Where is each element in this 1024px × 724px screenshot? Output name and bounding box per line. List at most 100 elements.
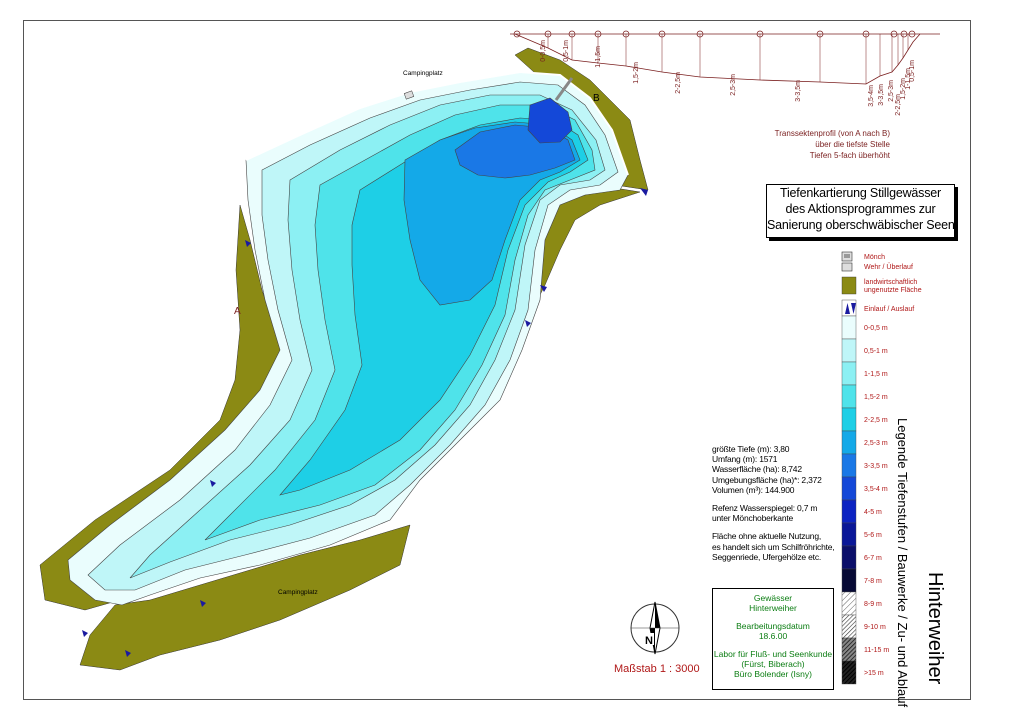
depth-swatch-label: 7-8 m	[864, 578, 882, 585]
transect-depth-label: 1-1,5m	[905, 68, 912, 90]
depth-swatch-label: 5-6 m	[864, 532, 882, 539]
depth-swatch	[841, 568, 857, 593]
transect-depth-label: 1-1,5m	[595, 46, 602, 68]
credits-line: 18.6.00	[758, 631, 788, 641]
transect-note-line: Tiefen 5-fach überhöht	[809, 151, 890, 160]
weir-icon	[554, 77, 574, 101]
credits-box: Gewässer Hinterweiher Bearbeitungsdatum …	[712, 588, 834, 690]
legend: 0-0,5 m 0,5-1 m 1-1,5 m 1,5-2 m 2-2,5 m 2,5-3…	[841, 251, 889, 685]
stat-line: größte Tiefe (m): 3,80	[712, 444, 790, 454]
transect-depth-label: 0,5-1m	[563, 40, 570, 62]
outflow-marker	[125, 650, 131, 657]
depth-swatch-label: 9-10 m	[864, 624, 886, 631]
credits-line: (Fürst, Biberach)	[741, 659, 805, 669]
credits-line: Bearbeitungsdatum	[736, 621, 810, 631]
outflow-marker	[525, 320, 531, 327]
outflow-marker	[540, 285, 547, 292]
outflow-marker	[82, 630, 88, 637]
map-title-line-1: Tiefenkartierung Stillgewässer	[780, 186, 941, 200]
depth-swatch-label: 3-3,5 m	[864, 463, 888, 470]
transect-depth-label: 2,5-3m	[730, 74, 737, 96]
depth-swatch	[841, 453, 857, 478]
reference-line: unter Mönchoberkante	[712, 513, 794, 524]
lake-statistics: größte Tiefe (m): 3,80 Umfang (m): 1571 …	[712, 444, 835, 562]
olive-swatch	[841, 276, 857, 295]
map-title-line-2: des Aktionsprogrammes zur	[785, 202, 936, 216]
map-title-line-3: Sanierung oberschwäbischer Seen	[767, 218, 955, 232]
point-b-label: B	[593, 93, 600, 104]
depth-swatch	[841, 545, 857, 570]
note-line: es handelt sich um Schilfröhrichte,	[712, 541, 835, 552]
note-line: Fläche ohne aktuelle Nutzung,	[712, 531, 822, 542]
depth-swatch-label: >15 m	[864, 670, 884, 677]
transect-depth-label: 0-0,5m	[540, 40, 547, 62]
depth-swatch-label: 6-7 m	[864, 555, 882, 562]
campingplatz-bottom-label: Campingplatz	[278, 589, 318, 596]
depth-swatch-label: 0-0,5 m	[864, 325, 888, 332]
transect-note-line: Transsektenprofil (von A nach B)	[774, 129, 890, 138]
depth-swatch	[841, 315, 857, 340]
transect-depth-label: 1,5-2m	[633, 62, 640, 84]
scale-label: Maßstab 1 : 3000	[614, 663, 700, 675]
campingplatz-top-label: Campingplatz	[403, 70, 443, 77]
depth-swatch-label: 4-5 m	[864, 509, 882, 516]
stat-line: Wasserfläche (ha): 8,742	[712, 464, 802, 475]
stat-line: Umgebungsfläche (ha)*: 2,372	[712, 474, 822, 485]
map-title-box: Tiefenkartierung Stillgewässer des Aktio…	[766, 184, 955, 238]
note-line: Seggenriede, Ufergehölze etc.	[712, 551, 822, 562]
depth-contours	[67, 71, 629, 606]
transect-depth-label: 3,5-4m	[868, 85, 875, 107]
wehr-icon	[841, 262, 853, 272]
credits-line: Labor für Fluß- und Seenkunde	[713, 649, 833, 659]
stat-line: Umfang (m): 1571	[712, 454, 778, 465]
north-label: N	[645, 635, 653, 647]
transect-depth-label: 0,5-1m	[909, 60, 916, 82]
stat-line: Volumen (m³): 144.900	[712, 484, 795, 495]
depth-swatch	[841, 430, 857, 455]
depth-swatch	[841, 591, 857, 616]
depth-swatch	[841, 522, 857, 547]
depth-swatch	[841, 660, 857, 685]
depth-swatch-label: 11-15 m	[864, 647, 889, 654]
transect-depth-label: 1,5-2m	[900, 78, 907, 100]
transect-depth-label: 2,5-3m	[888, 80, 895, 102]
depth-swatch-label: 1-1,5 m	[864, 371, 888, 378]
legend-unused-land-label: landwirtschaftlich ungenutzte Fläche	[864, 279, 922, 294]
inflow-outflow-markers	[82, 188, 648, 657]
transect-depth-label: 2-2,5m	[895, 94, 902, 116]
point-a-label: A	[234, 306, 241, 317]
north-arrow-icon	[630, 601, 680, 655]
unused-land-south	[79, 524, 411, 671]
transect-depth-label: 3-3,5m	[795, 80, 802, 102]
depth-swatch	[841, 361, 857, 386]
reference-line: Refenz Wasserspiegel: 0,7 m	[712, 503, 818, 514]
transect-profile: 0-0,5m 0,5-1m 1-1,5m1,5-2m 2-2,5m 2,5-3m 3-3,…	[510, 30, 940, 116]
depth-3.5-4m	[527, 97, 573, 144]
transect-note: Transsektenprofil (von A nach B) über di…	[765, 128, 890, 161]
transect-depth-label: 3-3,5m	[878, 84, 885, 106]
legend-moench-label: Mönch	[864, 254, 885, 261]
transect-depth-label: 2-2,5m	[675, 72, 682, 94]
transect-note-line: über die tiefste Stelle	[815, 140, 890, 149]
credits-line: Hinterweiher	[749, 603, 797, 613]
outflow-marker	[200, 600, 206, 607]
depth-swatch-label: 3,5-4 m	[864, 486, 888, 493]
depth-swatch-label: 2,5-3 m	[864, 440, 888, 447]
credits-line: Gewässer	[753, 593, 793, 603]
inflow-marker	[640, 188, 648, 196]
credits-line: Büro Bolender (Isny)	[734, 669, 812, 679]
depth-swatch	[841, 614, 857, 639]
depth-swatch	[841, 637, 857, 662]
map-frame	[23, 20, 971, 700]
depth-swatch	[841, 476, 857, 501]
outflow-marker	[210, 480, 216, 487]
depth-swatch	[841, 499, 857, 524]
outflow-marker	[245, 240, 251, 247]
legend-heading: Legende Tiefenstufen / Bauwerke / Zu- un…	[895, 418, 910, 707]
depth-swatch	[841, 407, 857, 432]
depth-swatch-label: 1,5-2 m	[864, 394, 888, 401]
legend-wehr-label: Wehr / Überlauf	[864, 263, 913, 271]
depth-swatch-label: 8-9 m	[864, 601, 882, 608]
depth-swatch	[841, 384, 857, 409]
